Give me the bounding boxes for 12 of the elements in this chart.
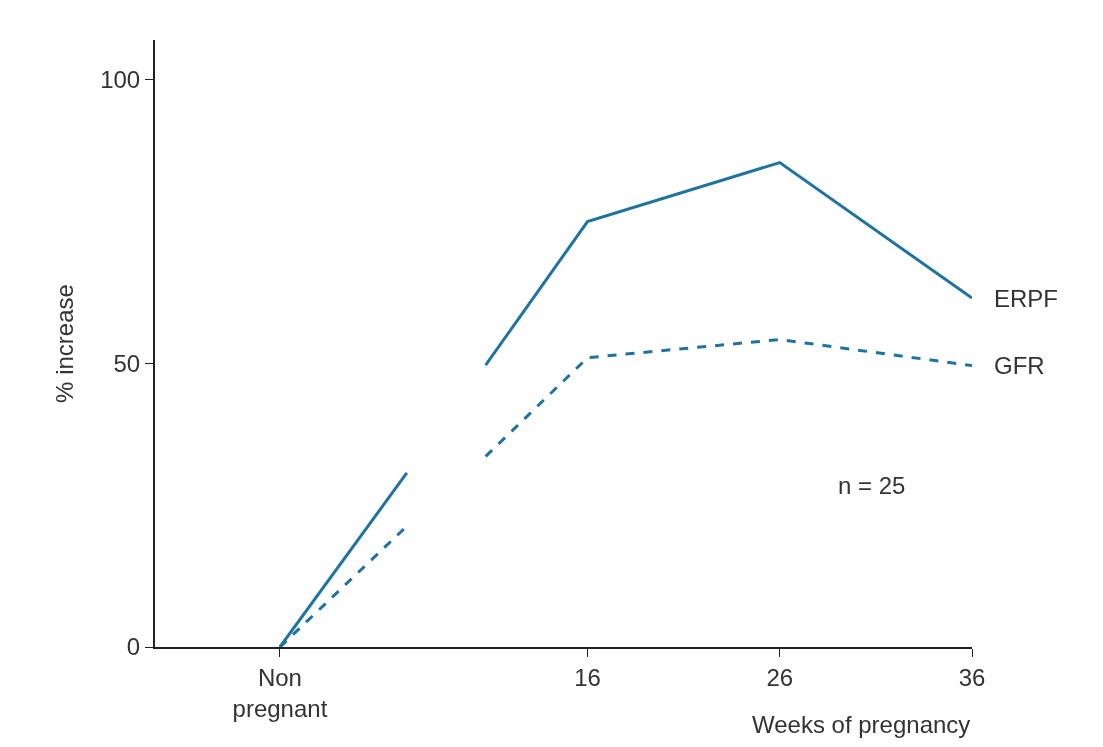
x-tick-label: 36 — [958, 663, 986, 691]
x-tick-label: 16 — [574, 663, 601, 691]
series-label: GFR — [994, 352, 1045, 379]
x-tick-label: 26 — [766, 663, 794, 691]
x-axis-title: Weeks of pregnancy — [752, 711, 971, 738]
y-axis-title: % increase — [50, 284, 78, 403]
y-tick-label: 100 — [100, 66, 141, 94]
y-tick-label: 0 — [126, 633, 141, 661]
y-tick-label: 50 — [113, 349, 141, 377]
series-label: ERPF — [994, 285, 1059, 312]
x-tick-label: Non pregnant — [232, 663, 328, 722]
annotation: n = 25 — [838, 472, 906, 499]
